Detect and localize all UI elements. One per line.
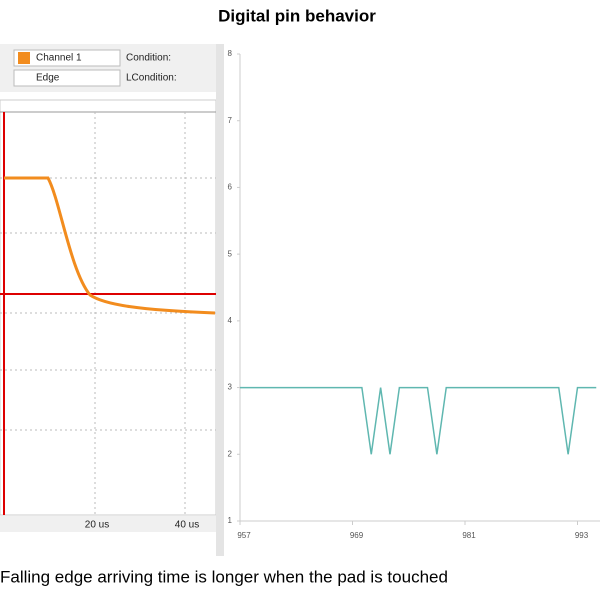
y-tick-label: 3 <box>228 383 233 392</box>
condition-label: Condition: <box>126 53 171 64</box>
time-label: 20 us <box>85 520 109 531</box>
edge-label: Edge <box>36 73 60 84</box>
x-tick-label: 969 <box>350 531 364 540</box>
y-tick-label: 5 <box>228 249 233 258</box>
channel-select[interactable] <box>13 49 121 67</box>
channel-color <box>18 52 30 64</box>
scope-area <box>0 99 217 516</box>
lcondition-label: LCondition: <box>126 73 177 84</box>
y-tick-label: 7 <box>228 116 233 125</box>
data-line <box>240 386 597 455</box>
x-tick-label: 957 <box>237 531 251 540</box>
scope-panel: Channel 1 Condition: Edge LCondition: 20… <box>0 44 217 532</box>
chart-panel <box>224 44 600 556</box>
y-tick-label: 2 <box>228 449 233 458</box>
edge-select[interactable] <box>13 69 121 87</box>
signal-trace <box>4 176 216 315</box>
channel-label: Channel 1 <box>36 53 82 64</box>
caption: Falling edge arriving time is longer whe… <box>0 567 448 586</box>
y-tick-label: 4 <box>228 316 233 325</box>
x-tick-label: 981 <box>462 531 476 540</box>
time-bar <box>0 516 216 532</box>
time-label: 40 us <box>175 520 199 531</box>
title: Digital pin behavior <box>218 6 376 25</box>
y-tick-label: 1 <box>228 516 233 525</box>
y-tick-label: 8 <box>228 49 233 58</box>
divider <box>216 44 224 556</box>
y-tick-label: 6 <box>228 183 233 192</box>
x-tick-label: 993 <box>575 531 589 540</box>
